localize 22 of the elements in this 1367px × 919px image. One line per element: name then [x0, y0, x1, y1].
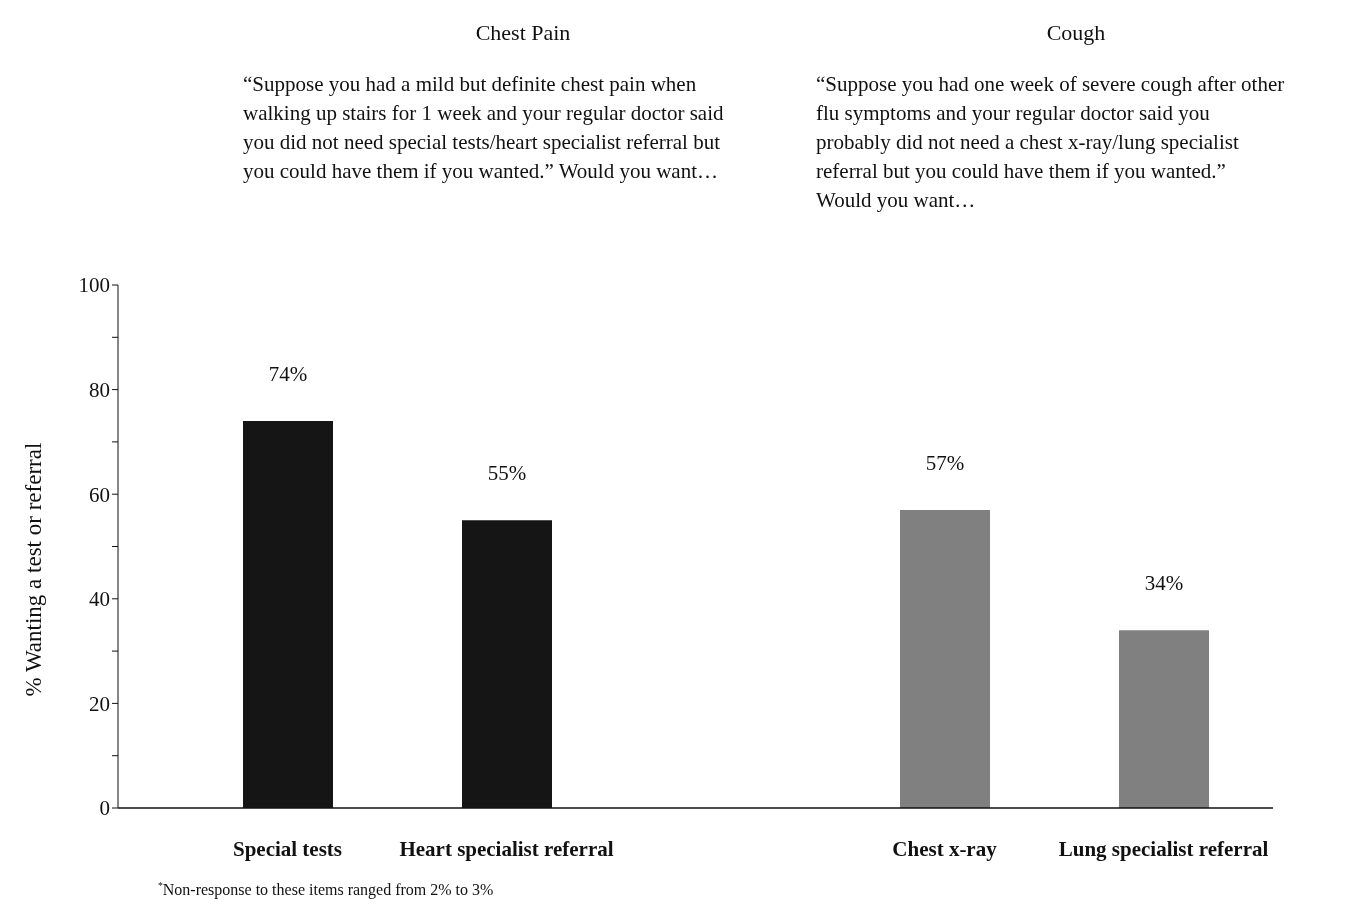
bar [1119, 630, 1209, 808]
data-label: 57% [925, 450, 965, 475]
y-tick-label: 0 [99, 796, 110, 821]
x-tick-label: Special tests [232, 836, 343, 861]
x-tick-label: Lung specialist referral [1058, 836, 1269, 861]
y-axis-title: % Wanting a test or referral [21, 442, 47, 697]
text: $^{*}$Non-response to these items ranged from 2% to 3% [158, 880, 494, 899]
text: Chest Pain [475, 20, 571, 45]
bar [900, 509, 990, 808]
y-tick-label: 80 [89, 378, 110, 403]
text: “Suppose you had one week of severe cough after other flu symptoms and your regular doctor said you probably did not need a chest x-ray/lung specialist referral but you could have them if you wanted.” Would you want… [816, 72, 1285, 212]
x-tick-label: Heart specialist referral [399, 836, 614, 861]
data-label: 74% [268, 361, 308, 386]
x-tick-label: Chest x-ray [892, 836, 998, 861]
text: “Suppose you had a mild but definite chest pain when walking up stairs for 1 week and your regular doctor said you did not need special tests/heart specialist referral but you could have them if you wanted.” Would you want… [243, 72, 724, 183]
data-label: 55% [487, 461, 527, 486]
y-tick-label: 60 [89, 482, 110, 507]
y-tick-label: 20 [89, 691, 110, 716]
data-label: 34% [1144, 571, 1184, 596]
y-tick-label: 100 [78, 273, 110, 298]
y-tick-label: 40 [89, 587, 110, 612]
text: Cough [1046, 20, 1106, 45]
